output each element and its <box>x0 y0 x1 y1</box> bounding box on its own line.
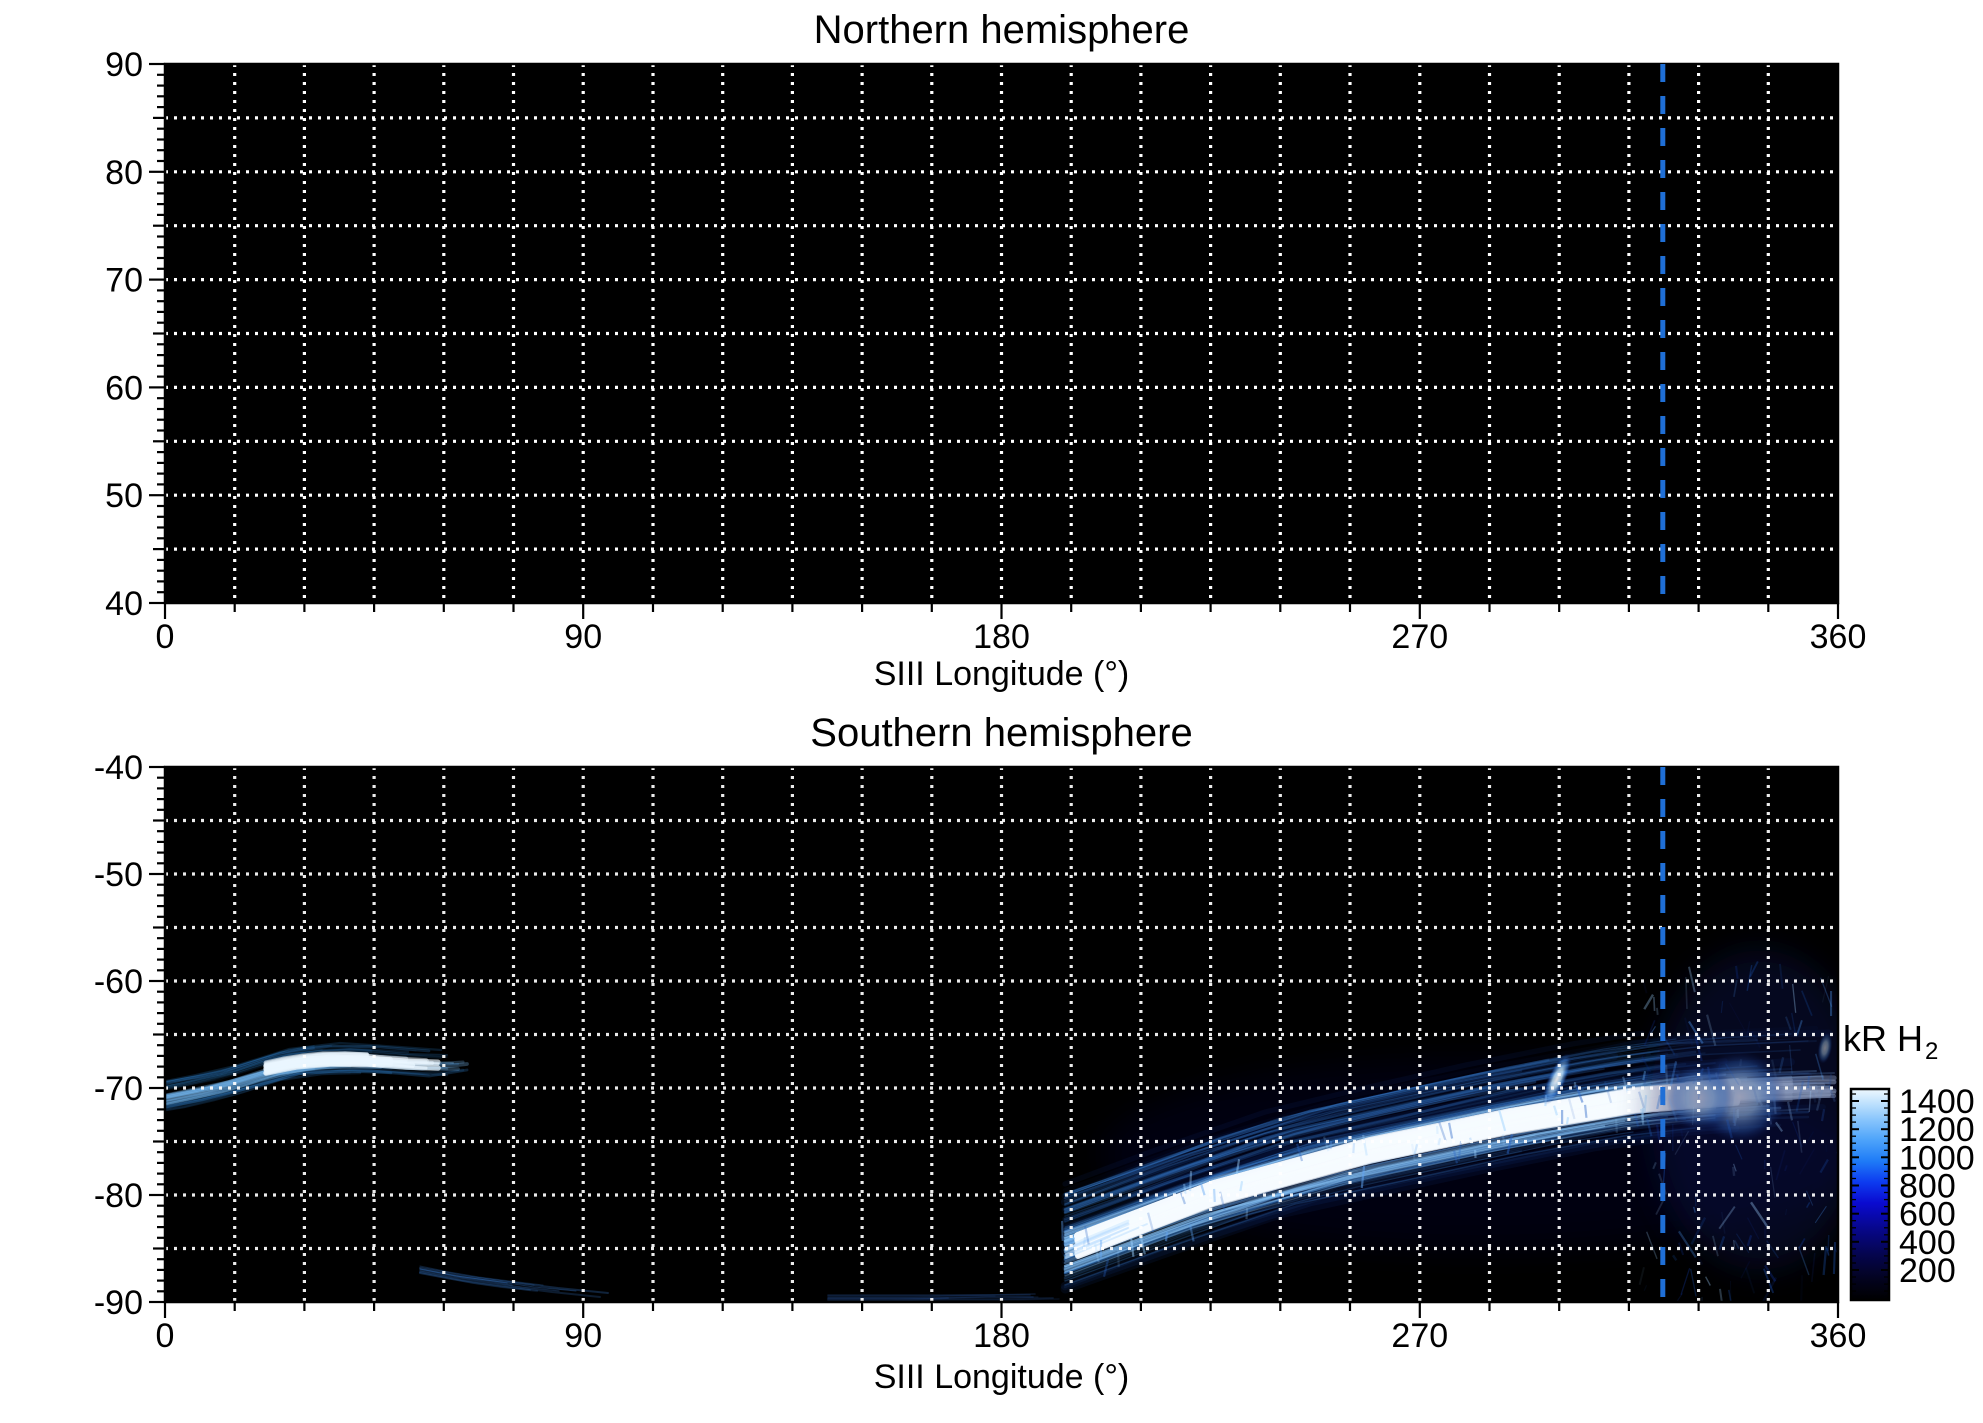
svg-text:0: 0 <box>156 618 175 656</box>
svg-text:60: 60 <box>105 369 143 407</box>
svg-text:360: 360 <box>1810 618 1867 656</box>
svg-text:50: 50 <box>105 477 143 515</box>
svg-text:-90: -90 <box>94 1284 143 1322</box>
svg-text:-70: -70 <box>94 1070 143 1108</box>
svg-text:180: 180 <box>973 618 1030 656</box>
svg-text:270: 270 <box>1391 618 1448 656</box>
svg-text:0: 0 <box>156 1317 175 1355</box>
svg-text:-40: -40 <box>94 749 143 787</box>
svg-text:180: 180 <box>973 1317 1030 1355</box>
svg-text:2: 2 <box>1925 1038 1938 1065</box>
svg-text:360: 360 <box>1810 1317 1867 1355</box>
svg-text:80: 80 <box>105 154 143 192</box>
svg-text:70: 70 <box>105 262 143 300</box>
svg-text:-50: -50 <box>94 856 143 894</box>
svg-text:90: 90 <box>564 618 602 656</box>
svg-text:-60: -60 <box>94 963 143 1001</box>
svg-text:40: 40 <box>105 585 143 623</box>
svg-text:1400: 1400 <box>1899 1083 1975 1121</box>
svg-text:90: 90 <box>105 46 143 84</box>
svg-text:90: 90 <box>564 1317 602 1355</box>
svg-text:270: 270 <box>1391 1317 1448 1355</box>
svg-text:kR H: kR H <box>1843 1018 1923 1059</box>
svg-text:-80: -80 <box>94 1177 143 1215</box>
